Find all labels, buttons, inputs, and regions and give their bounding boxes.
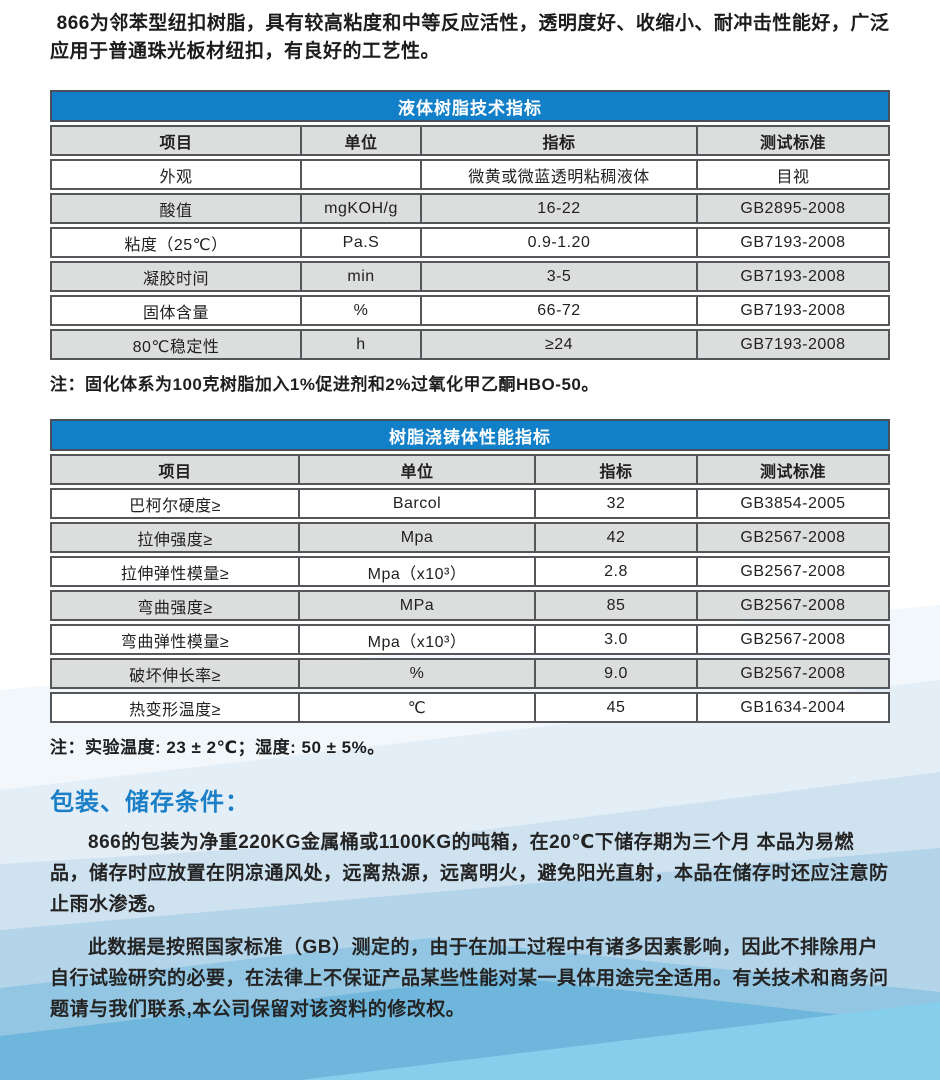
storage-section-heading: 包装、储存条件： (50, 789, 250, 816)
table-row: 凝胶时间 min 3-5 GB7193-2008 (50, 261, 890, 292)
table-cell: GB2567-2008 (698, 522, 890, 553)
table-row: 80℃稳定性 h ≥24 GB7193-2008 (50, 329, 890, 360)
table-cell: 45 (536, 692, 698, 723)
table-cell: 粘度（25℃） (50, 227, 302, 258)
page-content: 866为邻苯型纽扣树脂，具有较高粘度和中等反应活性，透明度好、收缩小、耐冲击性能… (50, 13, 890, 1020)
table-cell: GB7193-2008 (698, 227, 890, 258)
table-cell: GB2567-2008 (698, 658, 890, 689)
storage-paragraph-2: 此数据是按照国家标准（GB）测定的，由于在加工过程中有诸多因素影响，因此不排除用… (50, 937, 889, 1020)
table-cell: 单位 (300, 454, 536, 485)
table-cell: 指标 (422, 125, 698, 156)
table-cell: 2.8 (536, 556, 698, 587)
table-row: 项目 单位 指标 测试标准 (50, 125, 890, 156)
table-cell: 3-5 (422, 261, 698, 292)
table-row: 固体含量% 66-72 GB7193-2008 (50, 295, 890, 326)
test-conditions-note: 注：实验温度: 23 ± 2℃；湿度: 50 ± 5%。 (50, 738, 385, 757)
table-cell: ℃ (300, 692, 536, 723)
table-row: 破坏伸长率≥% 9.0 GB2567-2008 (50, 658, 890, 689)
table-cell: 16-22 (422, 193, 698, 224)
table-cell: 破坏伸长率≥ (50, 658, 300, 689)
casting-table: 项目 单位 指标 测试标准 巴柯尔硬度≥ Barcol 32 GB3854-2005 拉伸强度≥… (50, 451, 890, 726)
liquid-resin-table: 项目 单位 指标 测试标准 外观 微黄或微蓝透明粘稠液体 目视 酸值 mgKOH/g 16-22 G… (50, 122, 890, 363)
table-cell: 热变形温度≥ (50, 692, 300, 723)
table-cell: 80℃稳定性 (50, 329, 302, 360)
intro-paragraph: 866为邻苯型纽扣树脂，具有较高粘度和中等反应活性，透明度好、收缩小、耐冲击性能… (50, 13, 890, 62)
table-cell: Mpa（x10³） (300, 556, 536, 587)
table-cell: 测试标准 (698, 454, 890, 485)
table-cell: 外观 (50, 159, 302, 190)
table-cell: 拉伸强度≥ (50, 522, 300, 553)
table-cell: min (302, 261, 422, 292)
table-cell: 测试标准 (698, 125, 890, 156)
table-cell: 85 (536, 590, 698, 621)
table-cell: Pa.S (302, 227, 422, 258)
table-cell: h (302, 329, 422, 360)
storage-paragraph-1: 866的包装为净重220KG金属桶或1100KG的吨箱，在20℃下储存期为三个月… (50, 832, 889, 915)
table-row: 粘度（25℃） Pa.S 0.9-1.20 GB7193-2008 (50, 227, 890, 258)
table-cell: MPa (300, 590, 536, 621)
table-cell: 32 (536, 488, 698, 519)
table-row: 热变形温度≥ ℃ 45 GB1634-2004 (50, 692, 890, 723)
table-row: 外观 微黄或微蓝透明粘稠液体 目视 (50, 159, 890, 190)
table-cell: 66-72 (422, 295, 698, 326)
table-row: 弯曲弹性模量≥ Mpa（x10³） 3.0 GB2567-2008 (50, 624, 890, 655)
table-cell: mgKOH/g (302, 193, 422, 224)
table-cell: 微黄或微蓝透明粘稠液体 (422, 159, 698, 190)
table-row: 拉伸强度≥ Mpa 42 GB2567-2008 (50, 522, 890, 553)
liquid-resin-table-block: 液体树脂技术指标 项目 单位 指标 测试标准 外观 微黄或微蓝透明粘稠液体 目视 酸值 mgKO… (50, 90, 890, 363)
table-cell: % (300, 658, 536, 689)
table-row: 巴柯尔硬度≥ Barcol 32 GB3854-2005 (50, 488, 890, 519)
table-cell: Barcol (300, 488, 536, 519)
table-cell: GB2567-2008 (698, 624, 890, 655)
table-cell: 0.9-1.20 (422, 227, 698, 258)
table-cell: 单位 (302, 125, 422, 156)
table-cell: ≥24 (422, 329, 698, 360)
casting-table-title: 树脂浇铸体性能指标 (50, 419, 890, 451)
curing-system-note: 注：固化体系为100克树脂加入1%促进剂和2%过氧化甲乙酮HBO-50。 (50, 375, 599, 394)
table-cell: 项目 (50, 454, 300, 485)
table-cell: 42 (536, 522, 698, 553)
table-cell: Mpa (300, 522, 536, 553)
table-cell: 目视 (698, 159, 890, 190)
table-cell: GB7193-2008 (698, 261, 890, 292)
table-cell: GB7193-2008 (698, 295, 890, 326)
liquid-resin-table-title: 液体树脂技术指标 (50, 90, 890, 122)
table-cell (302, 159, 422, 190)
table-cell: GB2567-2008 (698, 556, 890, 587)
table-cell: Mpa（x10³） (300, 624, 536, 655)
table-cell: GB2567-2008 (698, 590, 890, 621)
table-cell: 项目 (50, 125, 302, 156)
casting-table-block: 树脂浇铸体性能指标 项目 单位 指标 测试标准 巴柯尔硬度≥ Barcol 32 GB3854… (50, 419, 890, 726)
table-cell: 弯曲弹性模量≥ (50, 624, 300, 655)
table-row: 弯曲强度≥ MPa 85 GB2567-2008 (50, 590, 890, 621)
table-cell: 固体含量 (50, 295, 302, 326)
table-cell: 拉伸弹性模量≥ (50, 556, 300, 587)
table-cell: 酸值 (50, 193, 302, 224)
table-cell: % (302, 295, 422, 326)
table-row: 项目 单位 指标 测试标准 (50, 454, 890, 485)
table-cell: GB7193-2008 (698, 329, 890, 360)
table-cell: 指标 (536, 454, 698, 485)
table-cell: 9.0 (536, 658, 698, 689)
table-row: 酸值 mgKOH/g 16-22 GB2895-2008 (50, 193, 890, 224)
table-cell: GB2895-2008 (698, 193, 890, 224)
table-cell: GB3854-2005 (698, 488, 890, 519)
table-row: 拉伸弹性模量≥ Mpa（x10³） 2.8 GB2567-2008 (50, 556, 890, 587)
table-cell: 弯曲强度≥ (50, 590, 300, 621)
table-cell: 凝胶时间 (50, 261, 302, 292)
table-cell: 巴柯尔硬度≥ (50, 488, 300, 519)
table-cell: GB1634-2004 (698, 692, 890, 723)
table-cell: 3.0 (536, 624, 698, 655)
